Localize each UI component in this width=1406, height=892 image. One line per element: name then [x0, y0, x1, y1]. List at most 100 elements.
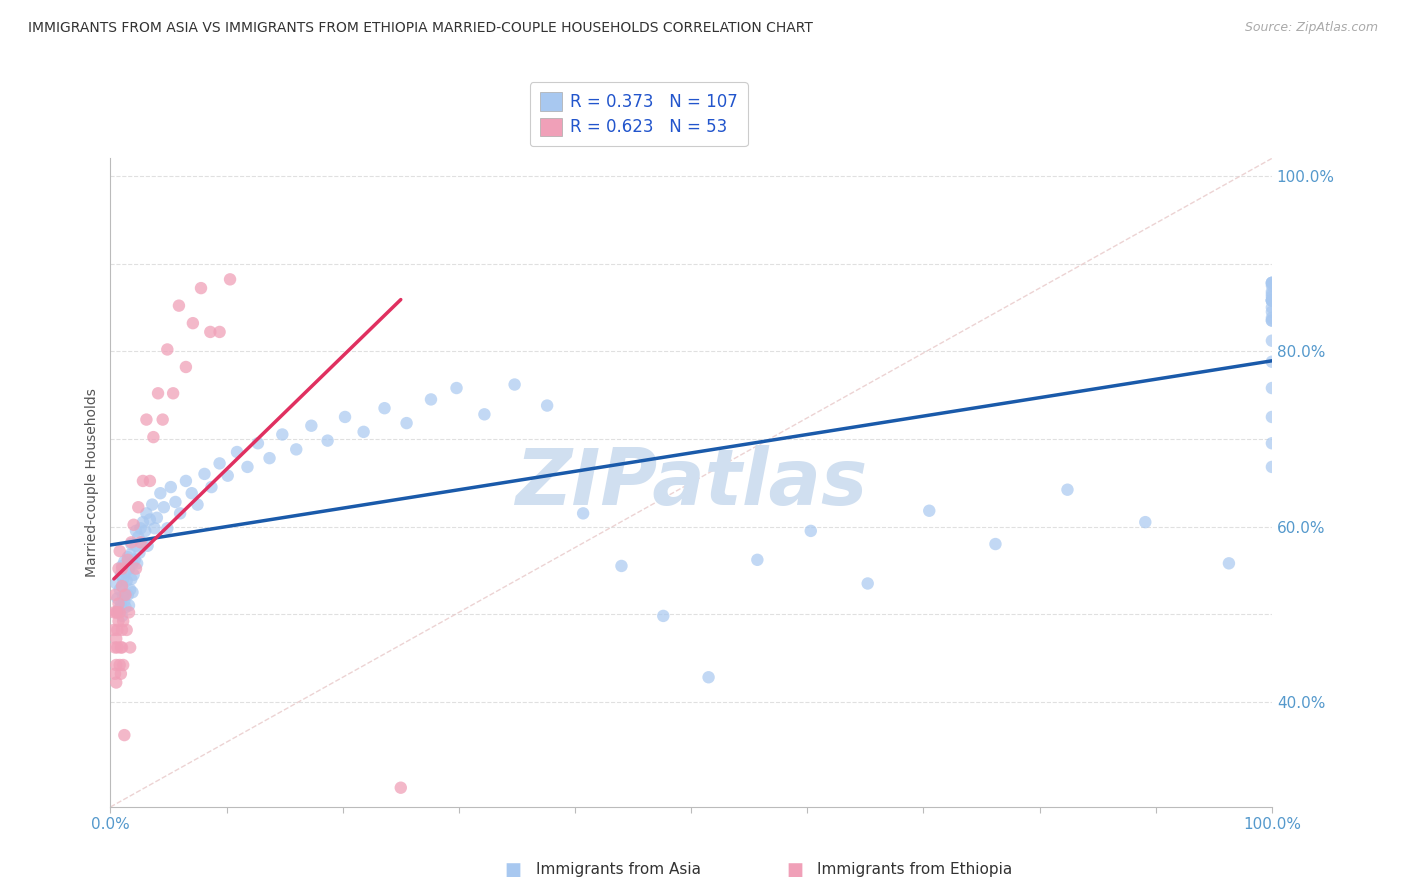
Point	[105, 576, 128, 591]
Point	[129, 521, 152, 535]
Point	[1261, 293, 1284, 308]
Point	[118, 599, 141, 613]
Point	[1261, 276, 1284, 290]
Point	[111, 579, 134, 593]
Point	[127, 500, 149, 515]
Point	[1261, 313, 1284, 327]
Point	[208, 325, 231, 339]
Point	[108, 606, 131, 620]
Point	[1261, 459, 1284, 474]
Point	[112, 555, 135, 569]
Point	[389, 780, 412, 795]
Point	[114, 565, 136, 579]
Point	[747, 553, 769, 567]
Point	[139, 474, 162, 488]
Point	[132, 474, 155, 488]
Point	[169, 507, 191, 521]
Point	[120, 537, 142, 551]
Point	[420, 392, 443, 407]
Point	[105, 623, 128, 637]
Point	[114, 588, 136, 602]
Point	[1135, 515, 1157, 529]
Point	[132, 515, 155, 529]
Point	[162, 386, 184, 401]
Point	[174, 359, 197, 374]
Point	[236, 459, 259, 474]
Point	[610, 558, 633, 573]
Point	[1261, 310, 1284, 325]
Point	[120, 572, 142, 586]
Point	[120, 535, 142, 549]
Point	[111, 623, 134, 637]
Point	[120, 548, 142, 562]
Point	[142, 430, 165, 444]
Point	[1261, 287, 1284, 301]
Point	[165, 495, 187, 509]
Point	[112, 572, 135, 586]
Point	[110, 666, 132, 681]
Point	[159, 480, 181, 494]
Point	[1261, 276, 1284, 290]
Point	[110, 640, 132, 655]
Point	[118, 561, 141, 575]
Point	[127, 530, 149, 544]
Text: IMMIGRANTS FROM ASIA VS IMMIGRANTS FROM ETHIOPIA MARRIED-COUPLE HOUSEHOLDS CORRE: IMMIGRANTS FROM ASIA VS IMMIGRANTS FROM …	[28, 21, 813, 35]
Point	[121, 585, 143, 599]
Point	[1261, 278, 1284, 293]
Point	[112, 728, 135, 742]
Point	[131, 535, 153, 549]
Point	[129, 535, 152, 549]
Point	[503, 377, 526, 392]
Text: ■: ■	[786, 861, 803, 879]
Point	[190, 281, 212, 295]
Point	[1261, 355, 1284, 369]
Point	[446, 381, 468, 395]
Point	[107, 561, 129, 575]
Point	[146, 510, 169, 524]
Point	[219, 272, 242, 286]
Point	[124, 553, 146, 567]
Point	[103, 623, 125, 637]
Point	[128, 546, 150, 560]
Point	[1261, 409, 1284, 424]
Point	[152, 412, 174, 426]
Point	[217, 468, 239, 483]
Point	[125, 561, 148, 575]
Point	[208, 457, 231, 471]
Point	[108, 582, 131, 597]
Point	[115, 574, 138, 588]
Point	[1261, 285, 1284, 299]
Point	[246, 436, 269, 450]
Point	[395, 416, 418, 430]
Point	[536, 399, 558, 413]
Point	[333, 409, 356, 424]
Point	[153, 500, 176, 515]
Point	[193, 467, 215, 481]
Point	[122, 567, 145, 582]
Point	[156, 521, 179, 535]
Point	[103, 606, 125, 620]
Point	[105, 675, 128, 690]
Point	[104, 588, 127, 602]
Point	[226, 445, 249, 459]
Point	[121, 557, 143, 571]
Point	[120, 582, 142, 597]
Point	[105, 658, 128, 673]
Point	[125, 539, 148, 553]
Point	[285, 442, 308, 457]
Point	[118, 606, 141, 620]
Point	[186, 498, 208, 512]
Point	[167, 299, 190, 313]
Point	[112, 590, 135, 604]
Point	[1056, 483, 1078, 497]
Point	[1261, 313, 1284, 327]
Point	[856, 576, 879, 591]
Point	[1261, 276, 1284, 290]
Point	[104, 640, 127, 655]
Point	[105, 632, 128, 646]
Point	[117, 550, 139, 565]
Point	[353, 425, 375, 439]
Point	[652, 608, 675, 623]
Point	[180, 486, 202, 500]
Point	[134, 524, 156, 538]
